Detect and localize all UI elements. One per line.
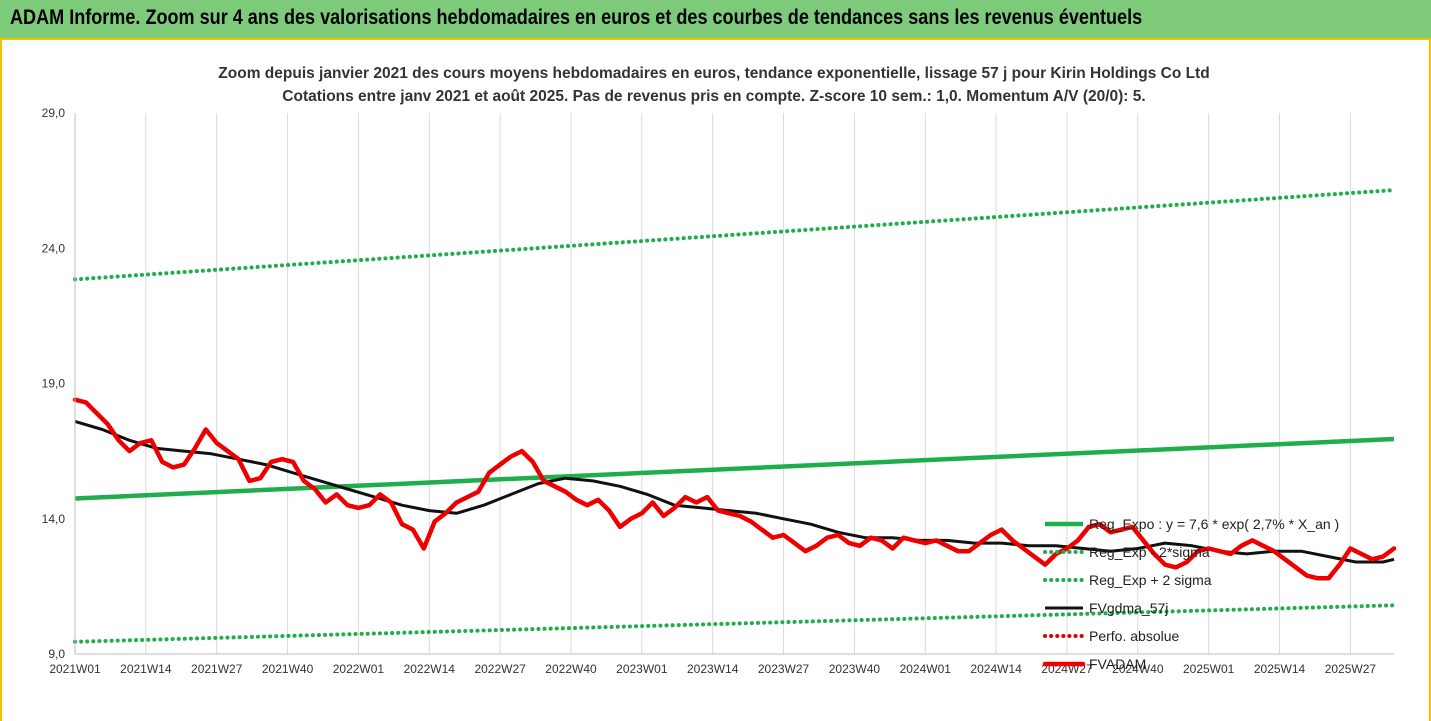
- x-tick-label: 2021W40: [262, 662, 314, 676]
- title-backdrop: [202, 62, 1232, 112]
- y-tick-label: 14,0: [42, 512, 66, 526]
- series-line-reg-expo-y-7-6-exp-2-7-x-an: [74, 436, 1395, 501]
- x-tick-label: 2025W27: [1325, 662, 1377, 676]
- grid-layer: [74, 113, 1351, 654]
- legend-label-fvgdma-57j: FVgdma_57j: [1089, 600, 1168, 616]
- x-tick-label: 2023W40: [829, 662, 881, 676]
- legend-label-reg-exp-2-sigma: Reg_Exp - 2*sigma: [1089, 544, 1210, 560]
- x-tick-label: 2022W40: [545, 662, 597, 676]
- y-tick-label: 29,0: [42, 106, 66, 120]
- x-tick-label: 2025W14: [1254, 662, 1306, 676]
- x-tick-label: 2024W40: [1112, 662, 1164, 676]
- series-line-reg-exp-2-sigma: [73, 603, 1396, 644]
- series-layer: [72, 188, 1397, 644]
- report-banner: ADAM Informe. Zoom sur 4 ans des valoris…: [0, 0, 1431, 40]
- x-tick-label: 2021W14: [120, 662, 172, 676]
- axis-layer: 2021W01 2021W14 2021W27 2021W40 2022W01 2022W…: [42, 106, 1394, 676]
- x-tick-label: 2022W27: [474, 662, 526, 676]
- y-tick-label: 19,0: [42, 377, 66, 391]
- x-tick-label: 2025W01: [1183, 662, 1235, 676]
- x-tick-label: 2021W01: [49, 662, 101, 676]
- chart-legend: Reg_Expo : y = 7,6 * exp( 2,7% * X_an ) R…: [1042, 516, 1339, 672]
- x-tick-label: 2021W27: [191, 662, 243, 676]
- legend-label-perfo-absolue: Perfo. absolue: [1089, 628, 1179, 644]
- legend-label-reg-expo-y-7-6-exp-2-7-x-an: Reg_Expo : y = 7,6 * exp( 2,7% * X_an ): [1089, 516, 1339, 532]
- x-tick-label: 2023W27: [758, 662, 810, 676]
- y-tick-label: 9,0: [48, 647, 65, 661]
- legend-label-fvadam: FVADAM: [1089, 656, 1146, 672]
- series-line-fvadam: [72, 397, 1397, 581]
- chart-title: Zoom depuis janvier 2021 des cours moyen…: [218, 65, 1209, 82]
- y-tick-label: 24,0: [42, 241, 66, 255]
- x-tick-label: 2023W14: [687, 662, 739, 676]
- x-tick-label: 2022W14: [404, 662, 456, 676]
- series-line-reg-exp-2-sigma: [73, 188, 1396, 282]
- valuation-chart: Zoom depuis janvier 2021 des cours moyen…: [42, 62, 1397, 676]
- chart-subtitle: Cotations entre janv 2021 et août 2025. …: [282, 88, 1145, 105]
- legend-label-reg-exp-2-sigma: Reg_Exp + 2 sigma: [1089, 572, 1212, 588]
- report-banner-title: ADAM Informe. Zoom sur 4 ans des valoris…: [10, 6, 1143, 29]
- x-tick-label: 2024W14: [970, 662, 1022, 676]
- x-tick-label: 2023W01: [616, 662, 668, 676]
- chart-frame: Zoom depuis janvier 2021 des cours moyen…: [0, 40, 1431, 721]
- x-tick-label: 2024W01: [900, 662, 952, 676]
- x-tick-label: 2022W01: [333, 662, 385, 676]
